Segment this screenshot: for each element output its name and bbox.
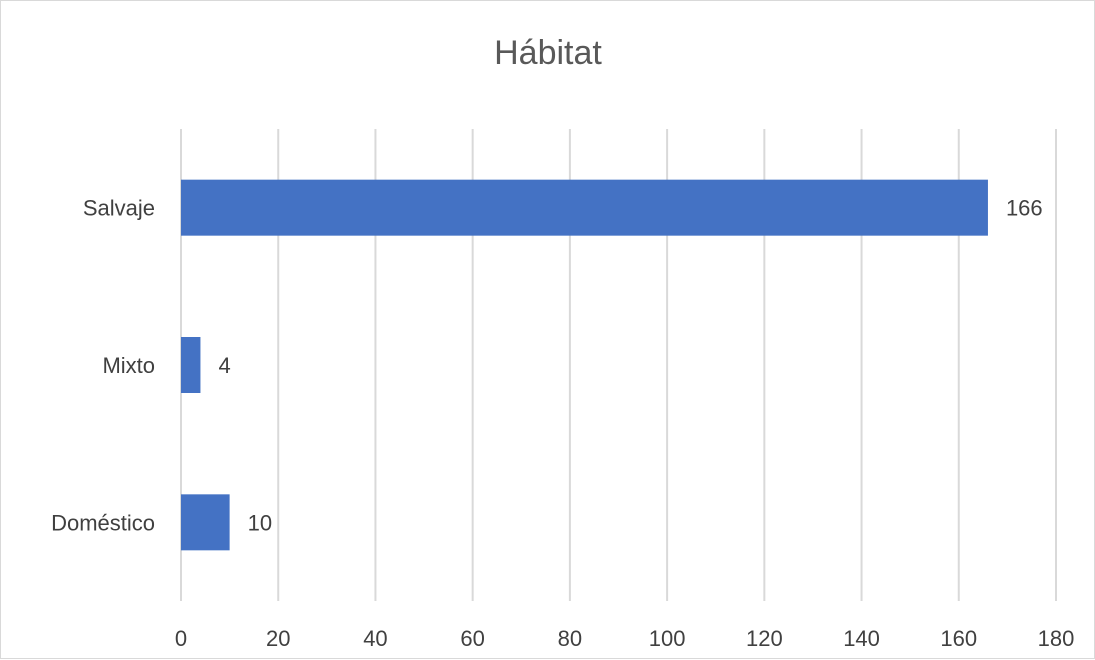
- x-tick-label: 80: [558, 626, 582, 651]
- bar-mixto: [181, 337, 201, 393]
- data-label: 166: [1006, 196, 1043, 221]
- data-labels: 166 4 10: [218, 196, 1042, 536]
- bars: [181, 179, 988, 551]
- x-tick-label: 40: [363, 626, 387, 651]
- chart-title: Hábitat: [494, 34, 602, 72]
- x-tick-label: 20: [266, 626, 290, 651]
- x-tick-label: 180: [1038, 626, 1075, 651]
- x-tick-label: 140: [843, 626, 880, 651]
- x-tick-label: 100: [649, 626, 686, 651]
- x-tick-label: 120: [746, 626, 783, 651]
- x-tick-label: 0: [175, 626, 187, 651]
- data-label: 4: [218, 353, 230, 378]
- category-label: Salvaje: [83, 196, 155, 221]
- x-tick-label: 60: [460, 626, 484, 651]
- data-label: 10: [248, 510, 272, 535]
- x-axis-tick-labels: 0 20 40 60 80 100 120 140 160 180: [175, 626, 1074, 651]
- category-label: Mixto: [102, 353, 155, 378]
- category-label: Doméstico: [51, 510, 155, 535]
- x-tick-label: 160: [940, 626, 977, 651]
- bar-salvaje: [181, 179, 988, 236]
- category-labels: Salvaje Mixto Doméstico: [51, 196, 155, 536]
- bar-doméstico: [181, 494, 230, 551]
